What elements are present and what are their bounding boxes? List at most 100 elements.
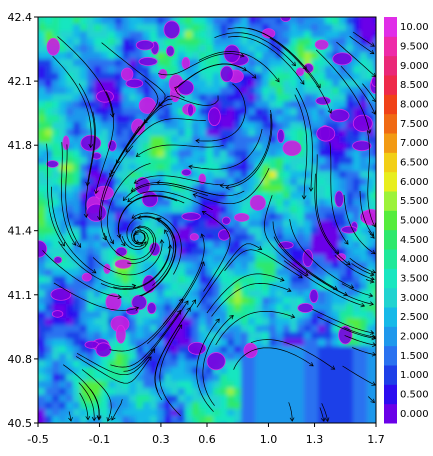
heatmap-cell <box>339 416 347 423</box>
heatmap-cell <box>311 388 319 396</box>
heatmap-cell <box>199 248 207 256</box>
heatmap-cell <box>115 143 123 151</box>
streamline-arrow <box>370 249 376 255</box>
heatmap-cell <box>94 269 102 277</box>
heatmap-cell <box>262 185 270 193</box>
heatmap-cell <box>94 423 102 431</box>
heatmap-cell <box>45 248 53 256</box>
heatmap-cell <box>45 423 53 431</box>
heatmap-cell <box>220 388 228 396</box>
heatmap-cell <box>367 52 375 60</box>
heatmap-cell <box>178 150 186 158</box>
heatmap-cell <box>150 409 158 417</box>
heatmap-cell <box>178 73 186 81</box>
y-tick-label: 42.4 <box>8 11 33 24</box>
heatmap-cell <box>241 297 249 305</box>
heatmap-cell <box>59 129 67 137</box>
heatmap-cell <box>213 45 221 53</box>
heatmap-cell <box>283 388 291 396</box>
colorbar-label: 7.500 <box>400 119 429 130</box>
heatmap-cell <box>115 87 123 95</box>
heatmap-cell <box>262 227 270 235</box>
heatmap-cell <box>38 227 46 235</box>
heatmap-cell <box>248 255 256 263</box>
heatmap-cell <box>38 122 46 130</box>
heatmap-cell <box>171 164 179 172</box>
streamline <box>78 382 95 421</box>
heatmap-cell <box>304 157 312 165</box>
heatmap-cell <box>73 178 81 186</box>
heatmap-cell <box>318 206 326 214</box>
heatmap-cell <box>255 283 263 291</box>
high-value-cell <box>234 213 250 222</box>
heatmap-cell <box>80 255 88 263</box>
heatmap-cell <box>129 395 137 403</box>
heatmap-cell <box>122 339 130 347</box>
heatmap-cell <box>304 416 312 423</box>
heatmap-cell <box>311 94 319 102</box>
heatmap-cell <box>52 143 60 151</box>
heatmap-cell <box>346 206 354 214</box>
heatmap-cell <box>108 339 116 347</box>
heatmap-cell <box>157 24 165 32</box>
heatmap-cell <box>87 80 95 88</box>
heatmap-cell <box>248 108 256 116</box>
heatmap-cell <box>66 269 74 277</box>
heatmap-cell <box>115 388 123 396</box>
heatmap-cell <box>52 374 60 382</box>
heatmap-cell <box>255 220 263 228</box>
heatmap-cell <box>332 87 340 95</box>
heatmap-cell <box>38 150 46 158</box>
heatmap-cell <box>325 416 333 423</box>
heatmap-cell <box>94 52 102 60</box>
heatmap-cell <box>234 416 242 423</box>
heatmap-cell <box>136 227 144 235</box>
heatmap-cell <box>227 318 235 326</box>
heatmap-cell <box>164 52 172 60</box>
streamline <box>61 142 77 246</box>
heatmap-cell <box>143 150 151 158</box>
heatmap-cell <box>199 262 207 270</box>
heatmap-cell <box>276 17 284 25</box>
colorbar-segment <box>384 210 397 231</box>
heatmap-cell <box>318 255 326 263</box>
heatmap-cell <box>248 262 256 270</box>
heatmap-cell <box>367 360 375 368</box>
heatmap-cell <box>199 416 207 423</box>
heatmap-cell <box>94 416 102 423</box>
heatmap-cell <box>66 409 74 417</box>
heatmap-cell <box>325 115 333 123</box>
heatmap-cell <box>241 269 249 277</box>
heatmap-cell <box>213 227 221 235</box>
heatmap-cell <box>80 66 88 74</box>
heatmap-cell <box>339 143 347 151</box>
heatmap-cell <box>80 402 88 410</box>
heatmap-cell <box>311 269 319 277</box>
heatmap-cell <box>52 66 60 74</box>
heatmap-cell <box>115 234 123 242</box>
heatmap-cell <box>297 276 305 284</box>
streamline <box>118 195 178 246</box>
heatmap-cell <box>332 171 340 179</box>
heatmap-cell <box>304 213 312 221</box>
heatmap-cell <box>255 213 263 221</box>
heatmap-cell <box>122 220 130 228</box>
heatmap-cell <box>262 192 270 200</box>
streamline <box>58 241 136 287</box>
heatmap-cell <box>80 171 88 179</box>
heatmap-cell <box>213 374 221 382</box>
heatmap-cell <box>38 206 46 214</box>
streamline <box>159 324 183 417</box>
heatmap-cell <box>213 311 221 319</box>
heatmap-cell <box>227 367 235 375</box>
heatmap-cell <box>129 262 137 270</box>
heatmap-cell <box>115 311 123 319</box>
heatmap-cell <box>150 157 158 165</box>
heatmap-cell <box>297 402 305 410</box>
streamline-arrow <box>333 285 338 290</box>
heatmap-cell <box>318 339 326 347</box>
heatmap-cell <box>262 59 270 67</box>
heatmap-cell <box>185 122 193 130</box>
heatmap-cell <box>199 402 207 410</box>
heatmap-cell <box>171 269 179 277</box>
